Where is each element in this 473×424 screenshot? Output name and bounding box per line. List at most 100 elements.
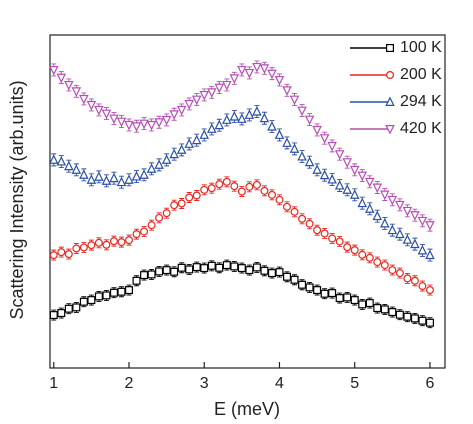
data-point (94, 238, 103, 247)
data-point (244, 68, 255, 79)
data-point (342, 158, 352, 168)
data-point (425, 249, 435, 260)
data-point (267, 121, 277, 131)
data-point (425, 221, 435, 231)
data-point (418, 316, 427, 325)
legend-label: 420 K (400, 120, 442, 137)
data-point (319, 169, 330, 180)
legend-marker (385, 124, 395, 135)
data-point (297, 106, 307, 117)
data-point (170, 267, 179, 276)
data-point (403, 274, 412, 283)
data-point (357, 197, 368, 208)
data-point (169, 110, 179, 120)
data-point (177, 263, 186, 272)
data-point (109, 237, 118, 246)
y-axis-label: Scattering Intensity (arb.units) (7, 80, 27, 319)
data-point (245, 266, 254, 275)
x-tick-label: 3 (200, 375, 209, 392)
data-point (206, 88, 217, 98)
data-point (365, 253, 374, 262)
data-point (192, 191, 201, 200)
data-point (56, 155, 67, 166)
data-point (245, 182, 254, 191)
data-point (117, 287, 126, 296)
data-point (358, 300, 367, 309)
data-point (275, 268, 284, 277)
data-point (343, 293, 352, 302)
data-point (328, 234, 337, 243)
data-point (283, 272, 292, 281)
data-point (402, 234, 413, 244)
data-point (313, 286, 322, 295)
data-point (350, 246, 359, 255)
data-point (207, 184, 216, 193)
data-point (64, 304, 73, 313)
data-point (319, 134, 330, 144)
data-point (57, 248, 66, 257)
data-point (185, 193, 194, 202)
data-point (283, 202, 292, 211)
data-point (199, 129, 210, 139)
data-point (313, 226, 322, 235)
data-point (304, 115, 315, 126)
data-point (364, 203, 375, 213)
data-point (244, 109, 255, 119)
data-point (395, 310, 404, 319)
data-point (154, 159, 164, 169)
data-point (147, 270, 156, 279)
data-point (94, 292, 103, 301)
data-point (206, 123, 217, 133)
data-point (358, 250, 367, 259)
data-point (116, 176, 127, 187)
data-point (388, 308, 397, 317)
x-axis-label: E (meV) (214, 399, 280, 419)
data-point (154, 118, 164, 128)
data-point (260, 266, 269, 275)
data-point (343, 243, 352, 252)
data-point (260, 186, 269, 195)
data-point (373, 258, 382, 267)
data-point (200, 264, 209, 273)
data-point (102, 240, 111, 249)
data-point (177, 199, 186, 208)
data-point (267, 269, 276, 278)
data-point (403, 312, 412, 321)
data-point (161, 154, 172, 164)
data-point (139, 169, 149, 179)
data-point (267, 190, 276, 199)
data-point (101, 175, 112, 185)
data-point (289, 143, 300, 153)
data-point (192, 263, 201, 272)
data-point (207, 261, 216, 270)
legend-marker (386, 43, 395, 52)
data-point (334, 150, 345, 160)
data-point (297, 151, 307, 161)
data-point (365, 299, 374, 308)
data-point (176, 105, 187, 116)
data-point (418, 282, 427, 291)
data-point (425, 318, 434, 327)
data-point (395, 269, 404, 278)
data-point (72, 244, 81, 253)
data-point (282, 86, 292, 96)
data-point (290, 275, 299, 284)
data-point (305, 219, 314, 228)
data-point (101, 109, 112, 120)
data-point (191, 95, 202, 106)
data-point (298, 280, 307, 289)
data-point (334, 179, 345, 190)
data-point (57, 309, 66, 318)
data-point (176, 144, 187, 154)
data-point (328, 289, 337, 298)
data-point (139, 119, 149, 130)
data-point (222, 114, 232, 124)
data-point (417, 244, 428, 255)
data-point (94, 171, 104, 181)
data-point (327, 141, 337, 152)
data-point (387, 195, 398, 206)
x-tick-label: 6 (425, 375, 434, 392)
x-tick-label: 2 (125, 375, 134, 392)
data-point (395, 200, 405, 211)
